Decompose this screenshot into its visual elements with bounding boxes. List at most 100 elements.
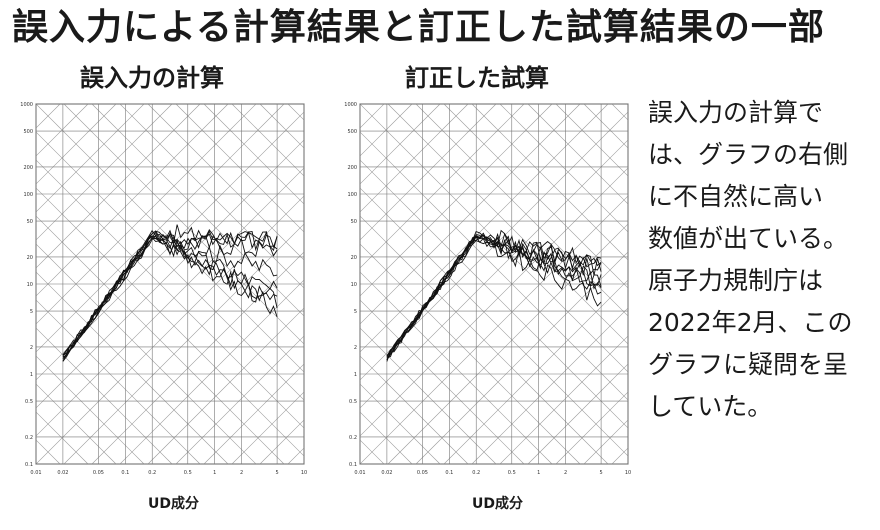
grid-diagonal-up: [360, 104, 525, 269]
grid-diagonal-down: [360, 355, 469, 464]
corrected-calculation-chart: 0.01 0.02 0.05 0.1 0.2 0.5 1 2 5 10 1000 500 200 100 5…: [336, 96, 636, 486]
y-tick-label: 5: [354, 309, 357, 315]
x-tick-label: 0.02: [57, 470, 68, 476]
y-tick-label: 2: [30, 345, 33, 351]
x-tick-label: 5: [276, 470, 279, 476]
x-tick-label: 2: [240, 470, 243, 476]
y-tick-label: 0.2: [25, 435, 33, 441]
y-tick-label: 0.2: [349, 435, 357, 441]
grid-diagonal-down: [499, 104, 628, 233]
side-text-line: 2022年2月、この: [648, 308, 853, 337]
y-tick-label: 50: [27, 219, 33, 225]
grid-diagonal-down: [360, 327, 497, 464]
y-tick-label: 1000: [344, 102, 357, 108]
grid-diagonal-up: [471, 307, 628, 464]
side-text-line: は、グラフの右側: [648, 140, 849, 169]
grid-diagonal-down: [36, 299, 201, 464]
y-tick-label: 10: [27, 282, 33, 288]
grid-diagonal-down: [175, 104, 304, 233]
grid-diagonal-down: [36, 327, 173, 464]
y-tick-label: 20: [351, 255, 357, 261]
x-tick-label: 0.05: [417, 470, 428, 476]
grid-diagonal-up: [499, 335, 628, 464]
x-tick-label: 0.5: [508, 470, 516, 476]
y-tick-label: 0.1: [349, 462, 357, 468]
grid-diagonal-down: [360, 299, 525, 464]
grid-diagonal-down: [471, 104, 628, 261]
grid-diagonal-up: [36, 104, 173, 241]
side-text-line: 誤入力の計算で: [648, 98, 824, 127]
side-text-line: グラフに疑問を呈: [648, 350, 849, 379]
grid-diagonal-up: [231, 391, 304, 464]
spectrum-series-line: [62, 230, 278, 359]
side-explanation: 誤入力の計算で は、グラフの右側 に不自然に高い 数値が出ている。 原子力規制庁…: [648, 92, 874, 428]
grid-diagonal-down: [36, 355, 145, 464]
y-tick-label: 100: [23, 192, 33, 198]
y-tick-label: 10: [351, 282, 357, 288]
y-tick-label: 0.5: [25, 399, 33, 405]
spectrum-series-line: [386, 234, 602, 360]
x-tick-label: 0.02: [381, 470, 392, 476]
grid-diagonal-up: [360, 104, 497, 241]
left-chart-caption: UD成分: [148, 496, 199, 512]
x-tick-label: 10: [301, 470, 307, 476]
grid-diagonal-up: [175, 335, 304, 464]
x-tick-label: 1: [537, 470, 540, 476]
y-tick-label: 200: [23, 165, 33, 171]
spectrum-series-line: [386, 234, 602, 357]
side-text-line: に不自然に高い: [648, 182, 824, 211]
grid-diagonal-up: [147, 307, 304, 464]
grid-diagonal-down: [360, 383, 441, 464]
y-tick-label: 50: [351, 219, 357, 225]
erroneous-calculation-chart: 0.01 0.02 0.05 0.1 0.2 0.5 1 2 5 10 1000 500 200 100 5…: [12, 96, 312, 486]
y-tick-label: 0.1: [25, 462, 33, 468]
y-tick-label: 1: [30, 372, 33, 378]
grid-diagonal-up: [360, 104, 469, 213]
x-tick-label: 1: [213, 470, 216, 476]
x-tick-label: 0.1: [445, 470, 453, 476]
y-tick-label: 2: [354, 345, 357, 351]
x-tick-label: 0.01: [354, 470, 365, 476]
y-tick-label: 1: [354, 372, 357, 378]
grid-diagonal-up: [36, 104, 117, 185]
grid-diagonal-down: [231, 104, 304, 177]
spectrum-series-line: [62, 238, 278, 356]
side-text-line: していた。: [648, 392, 773, 421]
y-tick-label: 200: [347, 165, 357, 171]
y-tick-label: 500: [23, 129, 33, 135]
grid-diagonal-up: [36, 104, 201, 269]
x-tick-label: 0.2: [148, 470, 156, 476]
x-tick-label: 0.05: [93, 470, 104, 476]
y-tick-label: 1000: [20, 102, 33, 108]
y-tick-label: 5: [30, 309, 33, 315]
grid-diagonal-up: [527, 363, 628, 464]
grid-diagonal-down: [36, 383, 117, 464]
article-title: 誤入力による計算結果と訂正した試算結果の一部: [12, 7, 825, 48]
spectrum-curves: [386, 229, 602, 362]
x-tick-label: 0.1: [121, 470, 129, 476]
x-tick-label: 0.01: [30, 470, 41, 476]
y-tick-label: 100: [347, 192, 357, 198]
spectrum-series-line: [386, 234, 602, 361]
grid-diagonal-down: [147, 104, 304, 261]
grid-diagonal-down: [527, 104, 628, 205]
side-text-line: 数値が出ている。: [648, 224, 849, 253]
x-tick-label: 0.2: [472, 470, 480, 476]
y-tick-label: 20: [27, 255, 33, 261]
grid-diagonal-up: [555, 391, 628, 464]
grid-diagonal-down: [555, 104, 628, 177]
grid-diagonal-up: [360, 104, 441, 185]
y-tick-label: 0.5: [349, 399, 357, 405]
grid-diagonal-up: [203, 363, 304, 464]
y-tick-label: 500: [347, 129, 357, 135]
side-text-line: 原子力規制庁は: [648, 266, 824, 295]
spectrum-curves: [62, 224, 278, 362]
x-tick-label: 0.5: [184, 470, 192, 476]
grid-diagonal-down: [203, 104, 304, 205]
left-chart-heading: 誤入力の計算: [80, 64, 224, 92]
spectrum-series-line: [386, 235, 602, 362]
x-tick-label: 10: [625, 470, 631, 476]
right-chart-heading: 訂正した試算: [405, 64, 549, 92]
right-chart-caption: UD成分: [472, 496, 523, 512]
x-tick-label: 5: [600, 470, 603, 476]
